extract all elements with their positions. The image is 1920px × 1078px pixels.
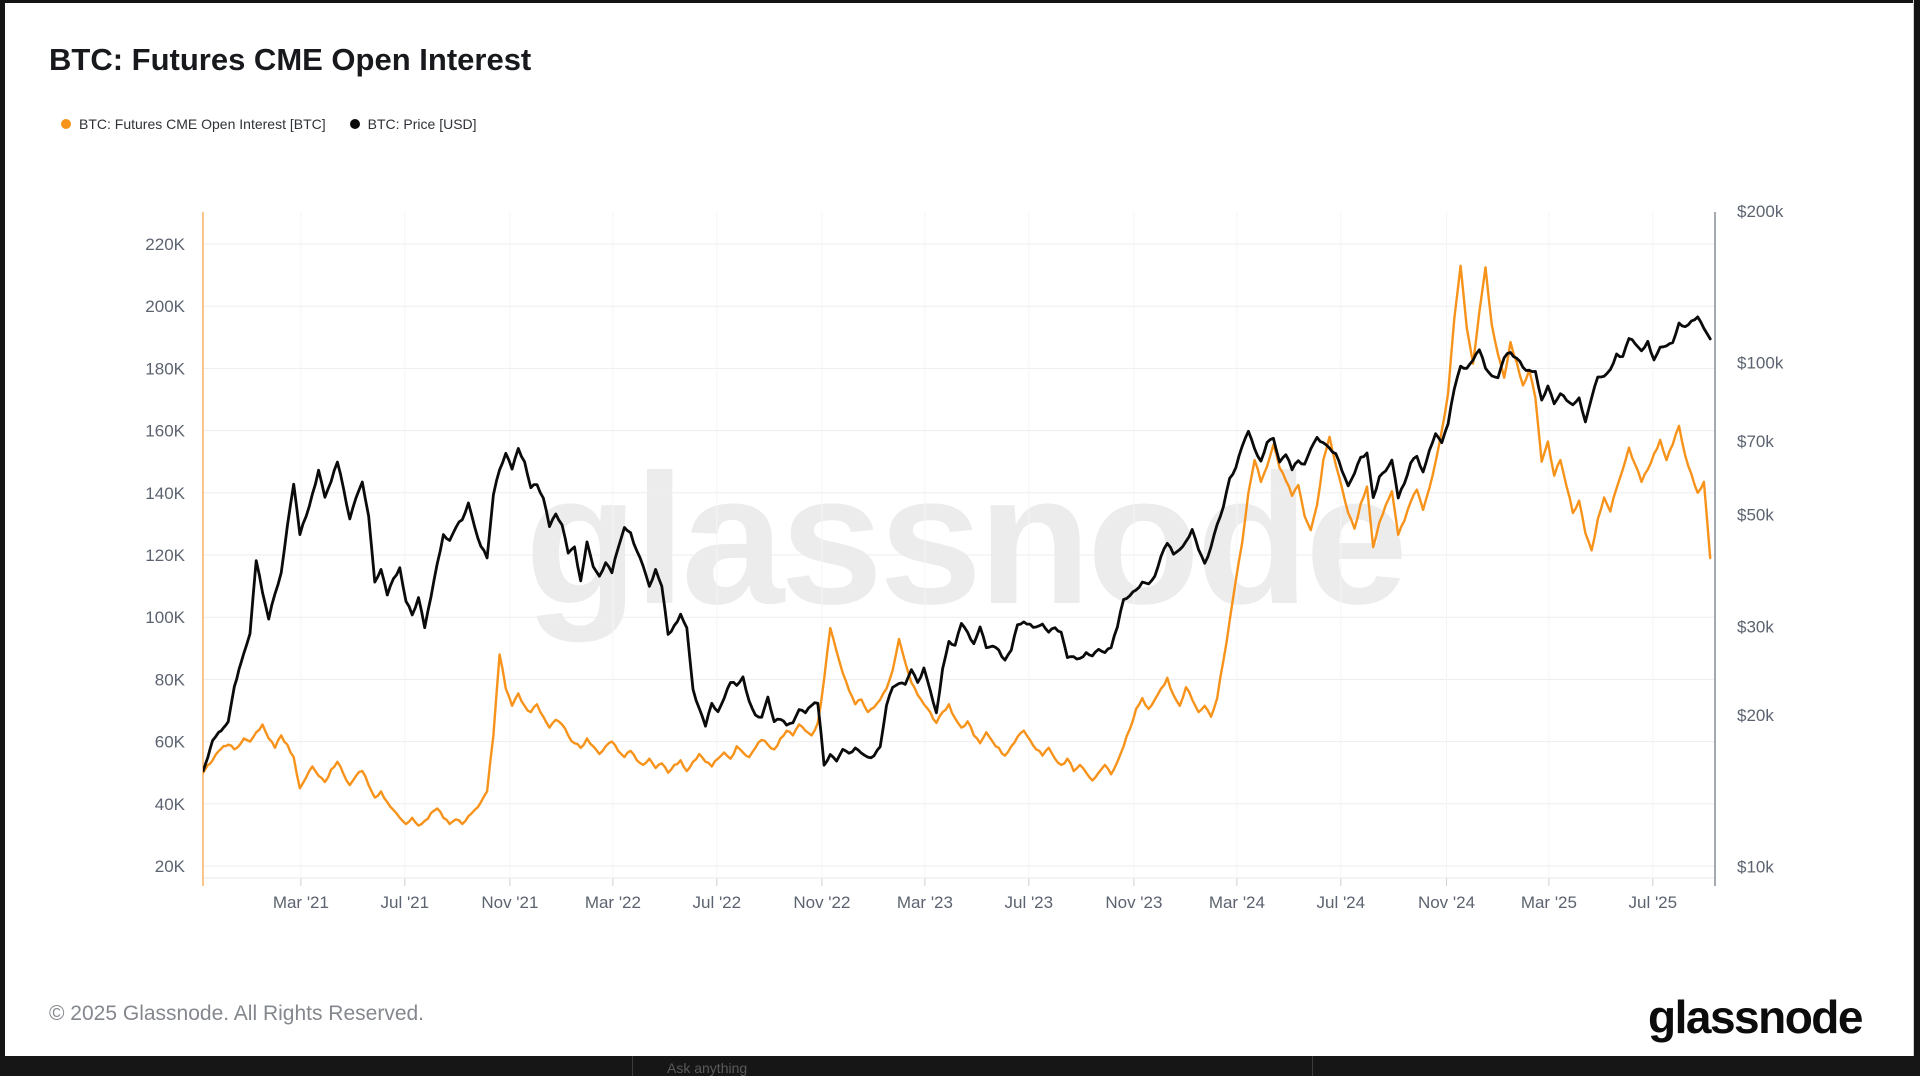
screen-edge-right — [1914, 0, 1920, 1076]
right-y-tick-label: $200k — [1737, 202, 1784, 221]
left-y-tick-label: 180K — [145, 359, 185, 378]
x-tick-label: Nov '21 — [481, 893, 538, 912]
open-interest-line[interactable] — [203, 264, 1712, 827]
x-tick-label: Mar '22 — [585, 893, 641, 912]
x-tick-label: Jul '23 — [1004, 893, 1053, 912]
left-y-tick-label: 20K — [155, 857, 186, 876]
legend-label-price: BTC: Price [USD] — [367, 116, 477, 132]
page-title: BTC: Futures CME Open Interest — [49, 42, 532, 77]
left-y-tick-label: 100K — [145, 608, 185, 627]
x-tick-label: Nov '24 — [1418, 893, 1475, 912]
copyright-text: © 2025 Glassnode. All Rights Reserved. — [49, 1002, 425, 1025]
price-dot-icon — [349, 119, 360, 129]
right-y-tick-label: $70k — [1737, 432, 1774, 451]
right-y-tick-label: $10k — [1737, 858, 1774, 877]
left-y-tick-label: 60K — [155, 733, 186, 752]
screen-edge-top — [0, 0, 1920, 3]
x-tick-label: Nov '22 — [793, 893, 850, 912]
x-tick-label: Jul '21 — [380, 893, 429, 912]
left-y-tick-label: 80K — [155, 670, 186, 689]
legend-item-price[interactable]: BTC: Price [USD] — [349, 116, 477, 132]
left-y-tick-label: 140K — [145, 484, 185, 503]
bottom-ui-bar: Ask anything — [0, 1056, 1920, 1076]
screen-edge-left — [0, 0, 5, 1076]
x-tick-label: Jul '22 — [692, 893, 741, 912]
left-y-tick-label: 160K — [145, 422, 185, 441]
x-tick-label: Mar '21 — [273, 893, 329, 912]
price-line[interactable] — [203, 315, 1712, 773]
left-y-tick-label: 120K — [145, 546, 185, 565]
x-tick-label: Mar '25 — [1521, 893, 1577, 912]
left-y-tick-label: 40K — [155, 795, 186, 814]
right-y-tick-label: $50k — [1737, 505, 1774, 524]
x-tick-label: Mar '24 — [1209, 893, 1265, 912]
glassnode-logo: glassnode — [1647, 991, 1864, 1043]
legend-label-open-interest: BTC: Futures CME Open Interest [BTC] — [79, 116, 326, 132]
right-y-tick-label: $20k — [1737, 706, 1774, 725]
open-interest-dot-icon — [61, 119, 71, 129]
x-tick-label: Mar '23 — [897, 893, 953, 912]
x-tick-label: Jul '25 — [1628, 893, 1677, 912]
bottom-bar-divider-2 — [1312, 1056, 1313, 1076]
x-tick-label: Jul '24 — [1316, 893, 1365, 912]
left-y-tick-label: 200K — [145, 297, 185, 316]
legend-item-open-interest[interactable]: BTC: Futures CME Open Interest [BTC] — [61, 116, 326, 132]
screen-edge-right-divider — [1913, 0, 1914, 1076]
ask-anything-input[interactable]: Ask anything — [667, 1060, 748, 1076]
right-y-tick-label: $100k — [1737, 354, 1784, 373]
right-y-tick-label: $30k — [1737, 617, 1774, 636]
chart-legend: BTC: Futures CME Open Interest [BTC] BTC… — [61, 116, 477, 132]
x-tick-label: Nov '23 — [1105, 893, 1162, 912]
left-y-tick-label: 220K — [145, 235, 185, 254]
bottom-bar-divider — [632, 1056, 633, 1076]
